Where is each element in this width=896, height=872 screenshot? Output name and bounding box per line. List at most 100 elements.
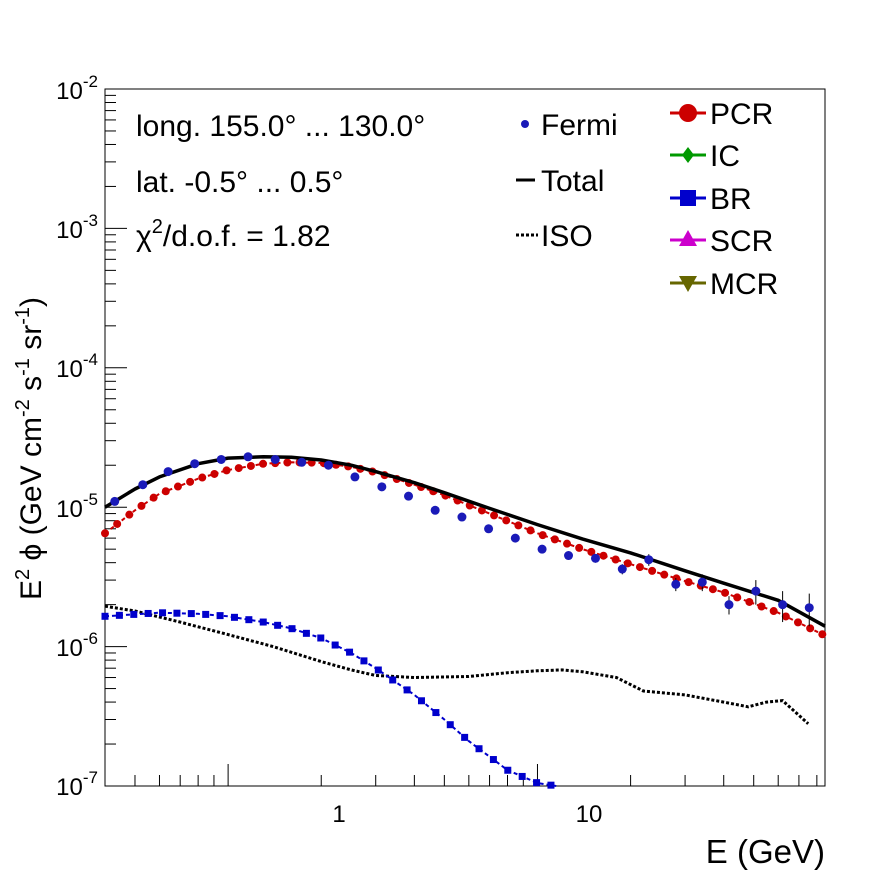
y-tick-label-1e-5: 10-5 [56, 490, 98, 523]
series-pcr-marker [125, 510, 134, 519]
legend-right: PCR IC BR SCR MCR [670, 98, 778, 301]
legend-iso-label: ISO [541, 220, 593, 253]
annotation-longitude: long. 155.0° ... 130.0° [136, 110, 425, 143]
series-pcr-marker [757, 602, 766, 611]
legend-br-label: BR [710, 183, 752, 216]
series-pcr-marker [113, 519, 122, 528]
series-pcr-line [104, 461, 826, 637]
x-tick-label-10: 10 [576, 801, 603, 828]
y-tick-label-1e-6: 10-6 [56, 629, 98, 662]
fermi-point [270, 454, 280, 464]
fermi-point [590, 553, 600, 563]
series-br-marker [115, 611, 123, 619]
y-tick-label-1e-2: 10-2 [56, 72, 98, 105]
series-br-marker [159, 609, 167, 617]
series-pcr-marker [587, 547, 596, 556]
fermi-point [430, 505, 440, 515]
series-br-marker [403, 686, 411, 694]
fermi-point [243, 452, 253, 462]
fermi-point [377, 482, 387, 492]
series-br-marker [288, 625, 296, 633]
plot-frame [104, 88, 826, 787]
y-axis-ticks [105, 88, 127, 787]
series-br-marker [547, 781, 555, 789]
fermi-point [297, 457, 307, 467]
legend-scr-label: SCR [710, 225, 773, 258]
series-br-marker [173, 609, 181, 617]
fermi-point [190, 459, 200, 469]
annotation-latitude: lat. -0.5° ... 0.5° [136, 166, 343, 199]
y-tick-label-1e-3: 10-3 [56, 211, 98, 244]
series-br-marker [230, 613, 238, 621]
series-br-marker [216, 612, 224, 620]
series-br-marker [432, 709, 440, 717]
annotation-chi2: χ2/d.o.f. = 1.82 [136, 216, 331, 253]
fermi-point [564, 551, 574, 561]
legend-scr-marker [679, 230, 697, 246]
series-br-marker [302, 629, 310, 637]
series-br-marker [130, 610, 138, 618]
x-axis-title: E (GeV) [706, 833, 825, 870]
series-pcr-marker [721, 588, 730, 597]
series-pcr-marker [563, 539, 572, 548]
series-pcr-marker [101, 529, 109, 538]
series-layer [101, 452, 827, 789]
fermi-point [510, 533, 520, 543]
x-tick-label-1: 1 [332, 801, 345, 828]
y-tick-label-1e-4: 10-4 [56, 350, 98, 383]
fermi-point [724, 600, 734, 610]
y-tick-labels: 10-7 10-6 10-5 10-4 10-3 10-2 [56, 72, 98, 801]
y-axis-title: E2 ϕ (GeV cm-2 s-1 sr-1) [12, 297, 48, 600]
series-br-marker [446, 721, 454, 729]
fermi-point [537, 544, 547, 554]
fermi-point [163, 467, 173, 477]
series-pcr-marker [806, 624, 815, 633]
series-pcr-marker [502, 516, 511, 525]
fermi-point [804, 603, 814, 613]
series-pcr-marker [526, 526, 535, 535]
series-br-marker [374, 666, 382, 674]
fermi-point [138, 480, 148, 490]
series-iso-line [104, 604, 810, 725]
series-pcr-marker [623, 559, 632, 568]
series-br-marker [202, 610, 210, 618]
series-pcr-marker [818, 630, 827, 639]
series-br-marker [533, 779, 541, 787]
fermi-point [617, 564, 627, 574]
series-br-marker [389, 676, 397, 684]
y-tick-label-1e-7: 10-7 [56, 768, 98, 801]
series-br-marker [144, 609, 152, 617]
series-br-marker [346, 648, 354, 656]
legend-pcr-label: PCR [710, 98, 773, 131]
series-total-line [104, 455, 826, 628]
series-pcr-marker [490, 511, 499, 520]
series-pcr-marker [538, 531, 547, 540]
series-br-marker [101, 612, 109, 620]
x-axis-ticks [104, 764, 818, 786]
fermi-point [644, 555, 654, 565]
series-pcr-marker [137, 501, 146, 510]
series-pcr-marker [708, 585, 717, 594]
series-pcr-marker [660, 570, 669, 579]
series-br-marker [331, 641, 339, 649]
series-pcr-marker [198, 473, 207, 482]
series-pcr-marker [173, 482, 182, 491]
series-pcr-marker [161, 487, 170, 496]
series-pcr-marker [781, 612, 790, 621]
series-pcr-marker [210, 469, 219, 478]
legend-ic-label: IC [710, 140, 740, 173]
fermi-point [671, 579, 681, 589]
series-br-marker [475, 745, 483, 753]
fermi-point [484, 524, 494, 534]
legend-pcr-marker [679, 104, 697, 122]
series-br-marker [259, 618, 267, 626]
series-br-marker [317, 634, 325, 642]
fermi-point [404, 491, 414, 501]
series-pcr-marker [635, 563, 644, 572]
series-pcr-marker [186, 477, 195, 486]
series-pcr-marker [794, 618, 803, 627]
series-pcr-marker [259, 459, 268, 468]
series-br-marker [360, 657, 368, 665]
fermi-point [751, 586, 761, 596]
